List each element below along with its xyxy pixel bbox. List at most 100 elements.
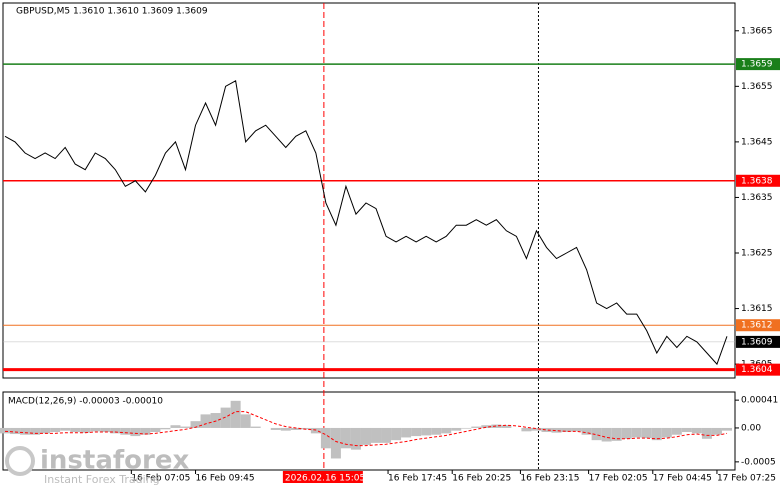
macd-bar (340, 427, 351, 449)
logo-name: instaforex (40, 446, 190, 476)
macd-bar (611, 427, 622, 441)
macd-bar (140, 427, 151, 435)
macd-bar (491, 424, 502, 428)
macd-bar (451, 427, 462, 431)
macd-bar (421, 427, 432, 436)
macd-bar (571, 427, 582, 432)
y-tick-label: 1.3625 (741, 249, 773, 259)
macd-bar (330, 427, 341, 459)
macd-bar (50, 427, 61, 433)
level-tag (736, 335, 780, 348)
x-tick-label: 17 Feb 04:45 (653, 474, 712, 484)
y-tick-label: 1.3665 (741, 26, 773, 36)
macd-bar (0, 427, 11, 434)
x-tick-label: 16 Feb 09:45 (196, 474, 255, 484)
macd-bar (230, 400, 241, 428)
y-tick-label: 0.00041 (741, 396, 778, 406)
macd-bar (130, 427, 141, 437)
crosshair-tag (282, 471, 363, 483)
level-tag-label: 1.3604 (741, 365, 773, 375)
macd-bar (320, 427, 331, 449)
y-tick-label: 1.3645 (741, 137, 773, 147)
macd-bar (381, 427, 392, 443)
level-tag (736, 58, 780, 71)
crosshair-label: 2026.02.16 15:05 (285, 474, 365, 484)
x-tick-label: 17 Feb 02:05 (589, 474, 648, 484)
chart-title: GBPUSD,M5 1.3610 1.3610 1.3609 1.3609 (16, 7, 208, 17)
macd-bar (561, 427, 572, 433)
macd-bar (591, 427, 602, 441)
x-tick-label: 16 Feb 07:05 (131, 474, 190, 484)
level-tag-label: 1.3612 (741, 321, 773, 331)
macd-bar (411, 427, 422, 437)
macd-bar (290, 427, 301, 430)
macd-bar (631, 427, 642, 438)
macd-bar (200, 414, 211, 428)
macd-bar (270, 427, 281, 430)
signal-line (4, 411, 728, 447)
logo: instaforex Instant Forex Trading (5, 446, 190, 486)
macd-bar (461, 427, 472, 429)
macd-bar (150, 427, 161, 433)
macd-bar (120, 427, 131, 435)
macd-bar (240, 414, 251, 428)
level-tag (736, 319, 780, 332)
price-frame (2, 2, 736, 379)
level-tag-label: 1.3609 (741, 337, 773, 347)
macd-bar (471, 426, 482, 428)
y-tick-label: 1.3615 (741, 304, 773, 314)
macd-bar (691, 427, 702, 434)
macd-bar (170, 425, 181, 428)
macd-bar (10, 427, 21, 435)
macd-bar (360, 427, 371, 445)
macd-bar (371, 427, 382, 443)
x-tick-label: 16 Feb 23:15 (520, 474, 579, 484)
macd-bar (80, 427, 91, 433)
logo-tagline: Instant Forex Trading (44, 473, 160, 486)
macd-bar (280, 427, 291, 431)
macd-bar (531, 427, 542, 431)
macd-bar (651, 427, 662, 441)
macd-bar (300, 427, 311, 430)
macd-bar (70, 427, 81, 433)
macd-bar (100, 427, 111, 433)
macd-bar (431, 427, 442, 435)
macd-bar (641, 427, 652, 439)
logo-icon (5, 446, 35, 476)
macd-bar (501, 425, 512, 428)
x-tick-label: 16 Feb 17:45 (388, 474, 447, 484)
macd-bar (721, 427, 732, 431)
macd-bar (671, 427, 682, 435)
macd-bar (190, 421, 201, 428)
level-tag-label: 1.3638 (741, 176, 773, 186)
macd-bar (220, 407, 231, 428)
x-tick-label: 17 Feb 07:25 (717, 474, 776, 484)
macd-bar (110, 427, 121, 434)
macd-bar (401, 427, 412, 438)
macd-bar (90, 427, 101, 432)
macd-bar (160, 427, 171, 430)
macd-bar (481, 425, 492, 428)
macd-bar (681, 427, 692, 433)
x-tick-label: 16 Feb 20:25 (452, 474, 511, 484)
macd-bar (250, 426, 261, 428)
macd-bar (581, 427, 592, 435)
y-tick-label: 0.00 (741, 423, 761, 433)
macd-bar (210, 413, 221, 428)
y-tick-label: 1.3635 (741, 193, 773, 203)
macd-bar (701, 427, 712, 439)
macd-bar (391, 427, 402, 441)
level-tag-label: 1.3659 (741, 60, 773, 70)
macd-bar (541, 427, 552, 433)
macd-bar (711, 427, 722, 435)
macd-bar (20, 427, 31, 435)
macd-bar (180, 426, 191, 428)
y-tick-label: 1.3655 (741, 82, 773, 92)
macd-bar (30, 427, 41, 435)
macd-bar (621, 427, 632, 439)
series-line (4, 79, 728, 366)
macd-bar (350, 427, 361, 450)
macd-bar (60, 427, 71, 431)
